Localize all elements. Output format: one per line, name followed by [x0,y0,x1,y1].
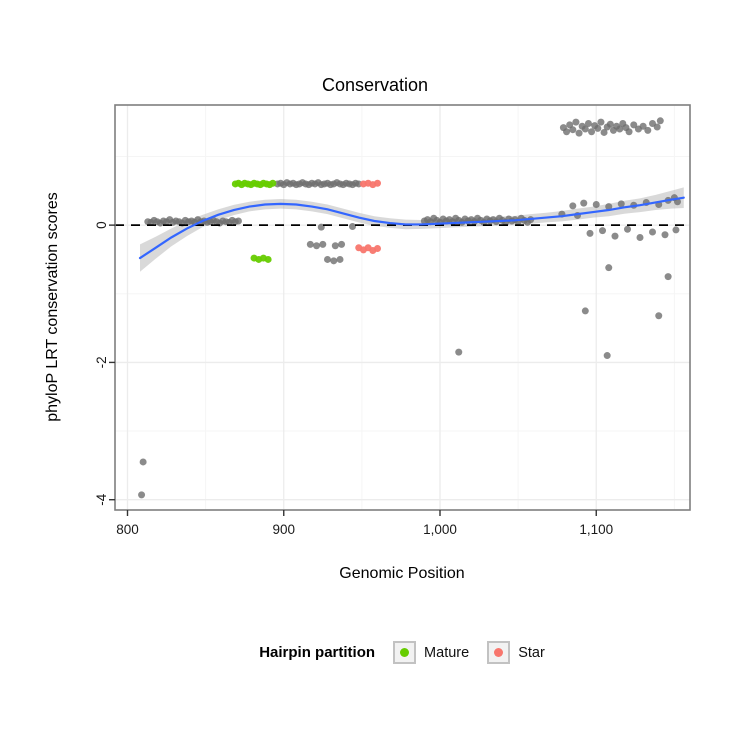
legend-item-star: Star [487,641,545,664]
plot-layers: 800 900 1,000 1,100 0 -2 -4 [94,104,691,537]
svg-text:-4: -4 [94,493,109,505]
legend-label-mature: Mature [424,644,470,661]
svg-text:800: 800 [116,522,139,537]
chart-title: Conservation [322,75,428,95]
legend: Hairpin partition Mature Star [27,641,750,664]
legend-key-star [487,641,511,664]
star-point-icon [494,648,504,657]
svg-text:900: 900 [272,522,295,537]
legend-title: Hairpin partition [259,644,376,661]
legend-label-star: Star [518,644,545,661]
x-axis-title: Genomic Position [339,565,464,582]
svg-text:-2: -2 [94,356,109,368]
svg-text:0: 0 [94,221,109,229]
y-axis-title: phyloP LRT conservation scores [44,192,61,421]
mature-point-icon [400,648,410,657]
svg-text:1,000: 1,000 [423,522,457,537]
svg-text:1,100: 1,100 [579,522,613,537]
legend-item-mature: Mature [393,641,469,664]
legend-key-mature [393,641,417,664]
